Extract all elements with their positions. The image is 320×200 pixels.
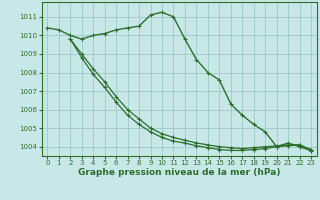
X-axis label: Graphe pression niveau de la mer (hPa): Graphe pression niveau de la mer (hPa) xyxy=(78,168,280,177)
